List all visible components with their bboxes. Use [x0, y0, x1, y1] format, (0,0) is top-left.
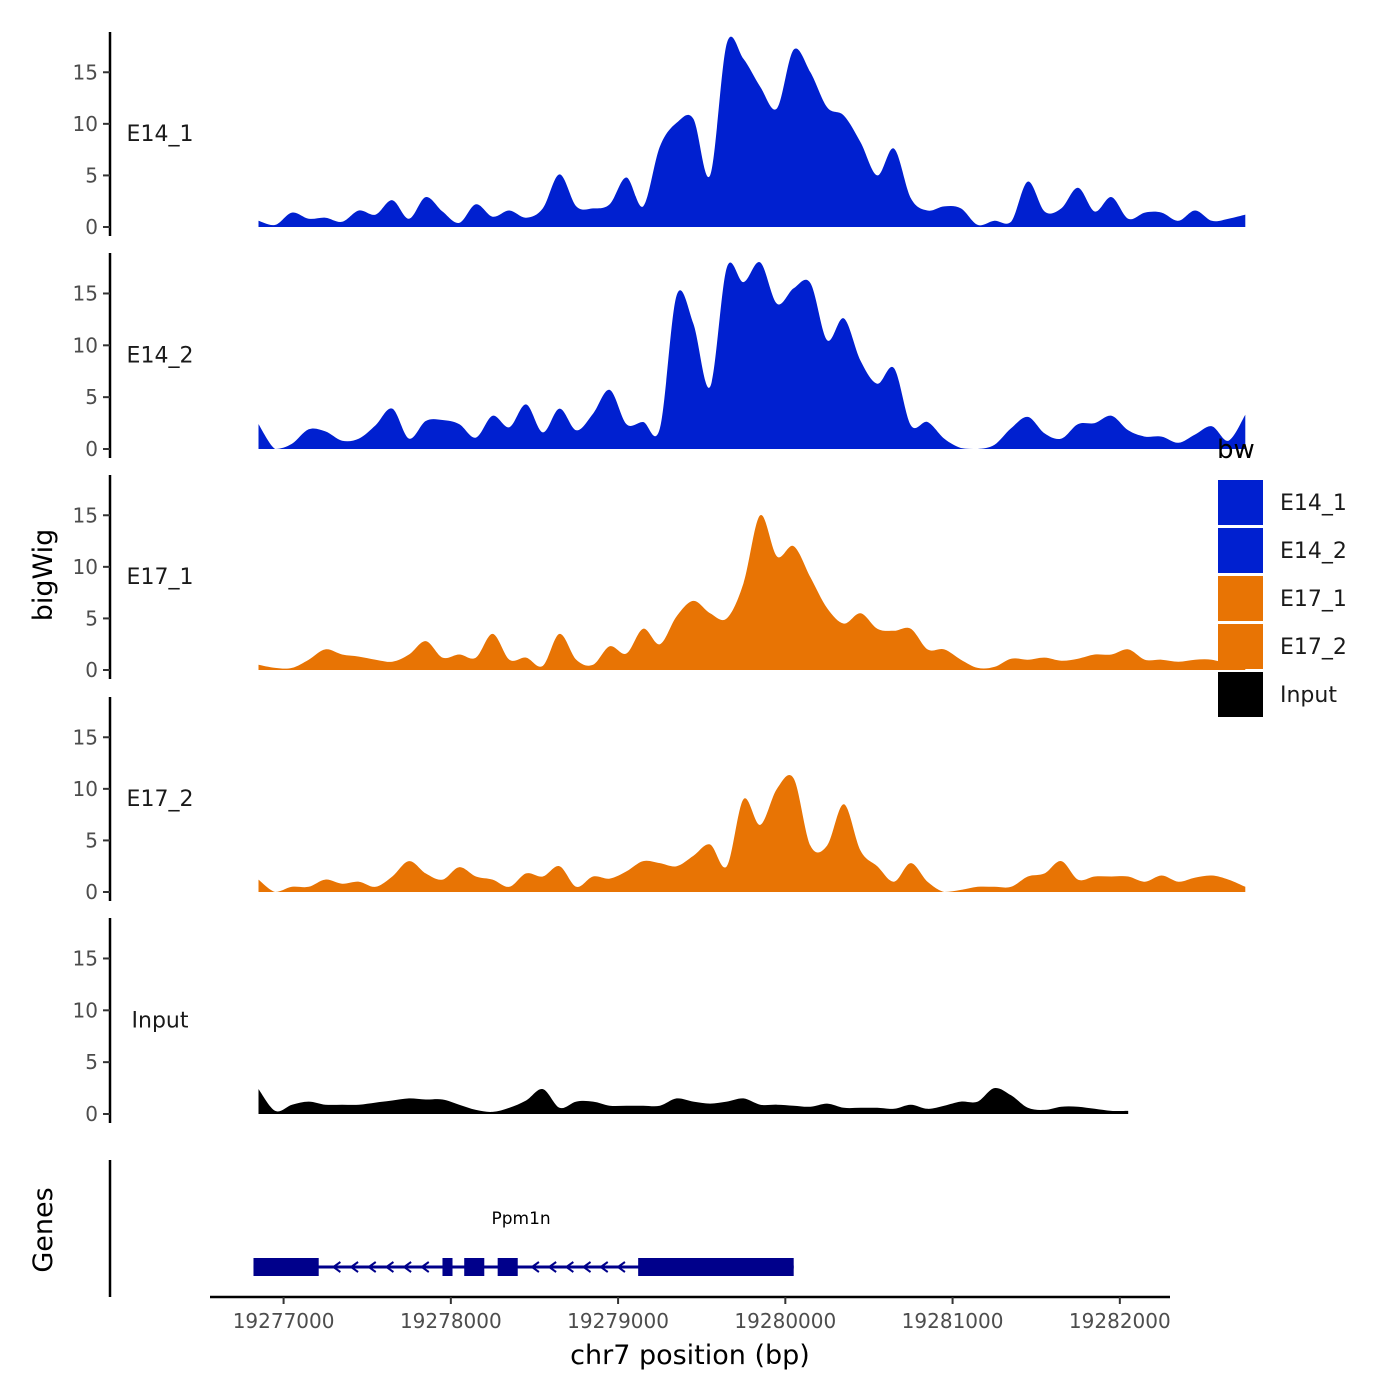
legend-key — [1218, 624, 1263, 669]
signal-area — [258, 514, 1246, 670]
strand-arrow — [616, 1261, 626, 1273]
legend: bw E14_1 E14_2 E17_1 E17_2 Input — [1217, 435, 1347, 717]
gene-label: Ppm1n — [491, 1209, 550, 1229]
x-tick-label: 19281000 — [902, 1309, 1004, 1333]
track-label: E17_2 — [127, 787, 194, 812]
x-tick-label: 19278000 — [400, 1309, 502, 1333]
strand-arrow — [384, 1261, 395, 1273]
y-tick-label: 10 — [73, 555, 98, 579]
track-e17-1: 0 5 10 15 E17_1 — [73, 475, 1246, 682]
track-e17-2: 0 5 10 15 E17_2 — [73, 697, 1246, 904]
y-tick-label: 15 — [73, 281, 98, 305]
track-label: E14_2 — [127, 344, 194, 369]
y-tick-label: 0 — [85, 880, 98, 904]
signal-area — [258, 36, 1246, 227]
strand-arrow — [367, 1261, 377, 1273]
y-tick-label: 10 — [73, 333, 98, 357]
y-tick-label: 5 — [85, 606, 98, 630]
strand-arrow — [599, 1261, 609, 1273]
x-tick-label: 19280000 — [734, 1309, 836, 1333]
y-tick-label: 10 — [73, 777, 98, 801]
gene-exon — [442, 1258, 453, 1276]
strand-arrow — [331, 1261, 341, 1273]
legend-label: Input — [1280, 683, 1337, 708]
x-tick-label: 19282000 — [1069, 1309, 1171, 1333]
legend-key — [1218, 576, 1263, 621]
legend-key — [1218, 672, 1263, 717]
track-label: E14_1 — [127, 122, 194, 147]
gene-exon — [253, 1258, 319, 1276]
legend-key — [1218, 528, 1263, 573]
y-tick-label: 0 — [85, 215, 98, 239]
strand-arrow — [564, 1261, 574, 1273]
track-input: 0 5 10 15 Input — [73, 918, 1129, 1126]
legend-key — [1218, 480, 1263, 525]
y-tick-label: 15 — [73, 946, 98, 970]
x-tick-label: 19279000 — [567, 1309, 669, 1333]
track-e14-2: 0 5 10 15 E14_2 — [73, 253, 1246, 461]
x-tick-label: 19277000 — [233, 1309, 335, 1333]
legend-label: E17_2 — [1280, 635, 1347, 660]
x-axis: 19277000 19278000 19279000 19280000 19281000… — [210, 1295, 1171, 1371]
y-tick-label: 15 — [73, 503, 98, 527]
y-tick-label: 0 — [85, 658, 98, 682]
legend-label: E14_2 — [1280, 539, 1347, 564]
gene-exon — [497, 1258, 518, 1276]
strand-arrow — [547, 1261, 557, 1273]
y-tick-label: 10 — [73, 998, 98, 1022]
y-tick-label: 15 — [73, 60, 98, 84]
gene-exon — [638, 1258, 794, 1276]
track-label: Input — [132, 1009, 189, 1034]
strand-arrow — [581, 1261, 592, 1273]
signal-area — [258, 261, 1246, 449]
y-tick-label: 5 — [85, 828, 98, 852]
strand-arrow — [530, 1261, 540, 1273]
track-e14-1: 0 5 10 15 E14_1 — [73, 32, 1246, 239]
y-tick-label: 5 — [85, 1050, 98, 1074]
strand-arrow — [402, 1261, 412, 1273]
signal-area — [258, 775, 1246, 892]
y-tick-label: 5 — [85, 385, 98, 409]
signal-area — [258, 1087, 1129, 1114]
strand-arrow — [420, 1261, 430, 1273]
track-label: E17_1 — [127, 565, 194, 590]
legend-title: bw — [1217, 435, 1255, 465]
strand-arrow — [349, 1261, 359, 1273]
y-tick-label: 0 — [85, 437, 98, 461]
gene-panel: Genes Ppm1n — [28, 1160, 794, 1297]
y-tick-label: 5 — [85, 163, 98, 187]
y-tick-label: 10 — [73, 112, 98, 136]
y-axis-title: bigWig — [28, 529, 59, 622]
x-axis-title: chr7 position (bp) — [570, 1340, 810, 1371]
y-tick-label: 0 — [85, 1102, 98, 1126]
gene-panel-title: Genes — [28, 1187, 59, 1272]
y-tick-label: 15 — [73, 725, 98, 749]
legend-label: E14_1 — [1280, 491, 1347, 516]
legend-label: E17_1 — [1280, 587, 1347, 612]
gene-exon — [464, 1258, 485, 1276]
